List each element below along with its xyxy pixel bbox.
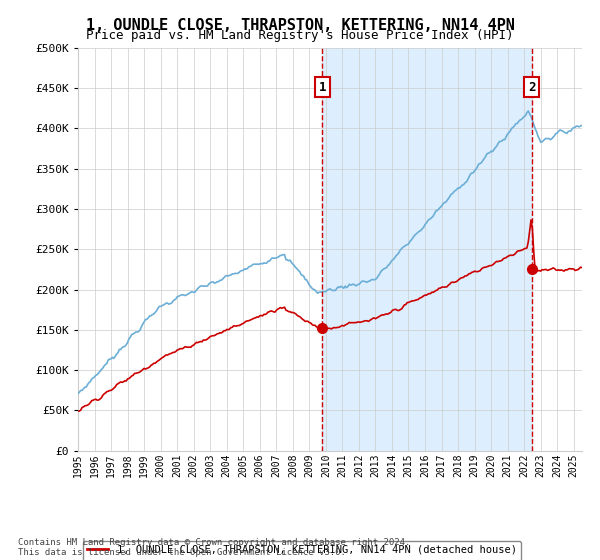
- Text: 1: 1: [319, 81, 326, 94]
- Legend: 1, OUNDLE CLOSE, THRAPSTON, KETTERING, NN14 4PN (detached house), HPI: Average p: 1, OUNDLE CLOSE, THRAPSTON, KETTERING, N…: [83, 541, 521, 560]
- Text: 1, OUNDLE CLOSE, THRAPSTON, KETTERING, NN14 4PN: 1, OUNDLE CLOSE, THRAPSTON, KETTERING, N…: [86, 18, 514, 33]
- Bar: [322, 48, 532, 451]
- Text: 2: 2: [528, 81, 536, 94]
- Text: Price paid vs. HM Land Registry's House Price Index (HPI): Price paid vs. HM Land Registry's House …: [86, 29, 514, 42]
- Text: Contains HM Land Registry data © Crown copyright and database right 2024.
This d: Contains HM Land Registry data © Crown c…: [18, 538, 410, 557]
